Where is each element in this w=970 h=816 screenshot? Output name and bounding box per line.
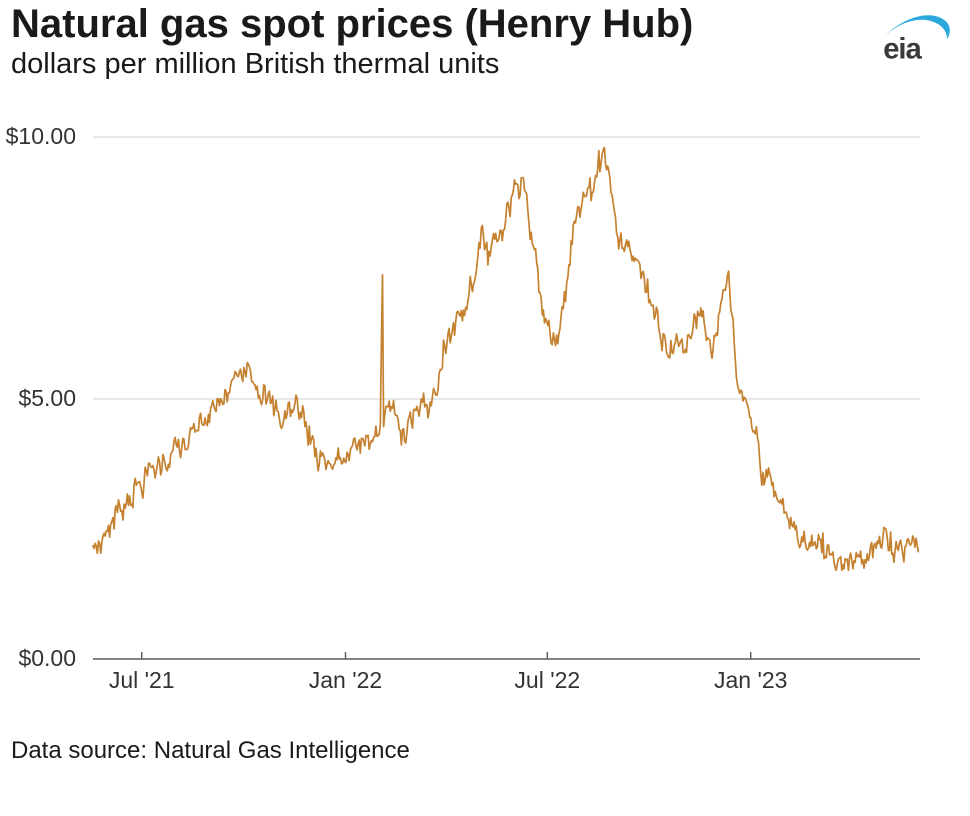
- svg-text:Jul '22: Jul '22: [514, 667, 580, 693]
- svg-text:Jan '22: Jan '22: [309, 667, 382, 693]
- svg-text:$0.00: $0.00: [18, 645, 76, 671]
- svg-text:Jul '21: Jul '21: [109, 667, 175, 693]
- svg-text:Jan '23: Jan '23: [714, 667, 787, 693]
- svg-text:$10.00: $10.00: [6, 123, 76, 149]
- svg-text:$5.00: $5.00: [18, 385, 76, 411]
